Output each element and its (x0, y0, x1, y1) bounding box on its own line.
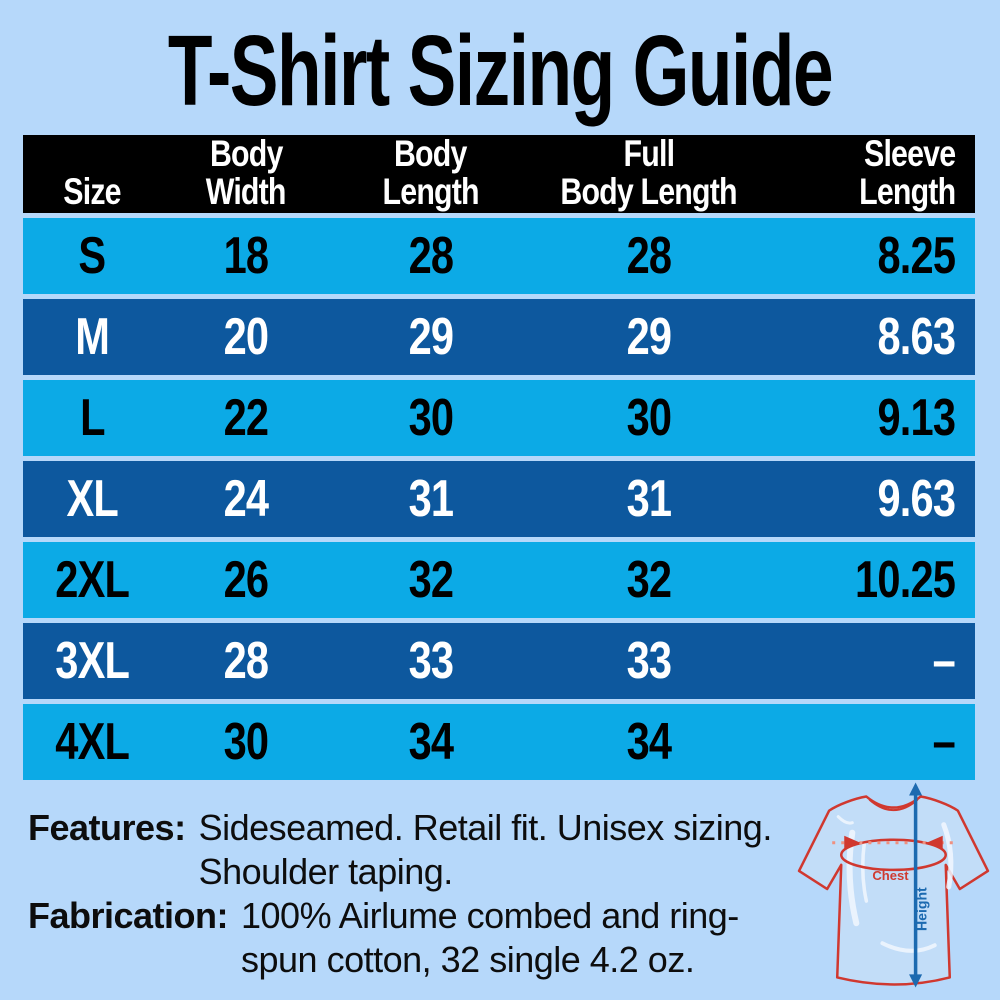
collar-rib-line (868, 798, 919, 812)
table-row-4xl: 4XL 30 34 34 – (23, 704, 975, 780)
cell-size: M (75, 308, 110, 366)
features-label: Features: (28, 807, 186, 848)
cell-body-length: 32 (408, 551, 453, 609)
cell-sleeve-length: – (932, 632, 956, 690)
cell-sleeve-length: 10.25 (854, 551, 956, 609)
cell-body-width: 20 (223, 308, 269, 366)
size-table: Size Body Width Body Length Full Body Le… (23, 135, 975, 780)
cell-body-length: 29 (408, 308, 453, 366)
chest-measure-icon (832, 835, 955, 872)
cell-full-body-length: 34 (626, 713, 672, 771)
height-arrow-icon (909, 782, 923, 988)
fabrication-line2: spun cotton, 32 single 4.2 oz. (241, 939, 695, 980)
cell-body-width: 22 (223, 389, 269, 447)
table-row-3xl: 3XL 28 33 33 – (23, 623, 975, 699)
header-cell-body-width: Body Width (206, 133, 287, 212)
cell-sleeve-length: 8.63 (877, 308, 956, 366)
cell-body-width: 18 (223, 227, 269, 285)
tshirt-measurement-diagram: Chest Height (797, 782, 990, 988)
cell-size: XL (66, 470, 118, 528)
cell-full-body-length: 33 (626, 632, 672, 690)
cell-size: 4XL (55, 713, 130, 771)
header-cell-sleeve-length: Sleeve Length (858, 133, 956, 212)
fabrication-label: Fabrication: (28, 895, 229, 936)
page-title-text: T-Shirt Sizing Guide (167, 15, 834, 127)
table-row-m: M 20 29 29 8.63 (23, 299, 975, 375)
tshirt-outline (797, 795, 990, 986)
cell-body-width: 24 (223, 470, 269, 528)
cell-body-width: 26 (223, 551, 269, 609)
fabrication-note: Fabrication: 100% Airlume combed and rin… (28, 894, 739, 982)
fabrication-line1: 100% Airlume combed and ring- (241, 895, 739, 936)
chest-label: Chest (872, 868, 909, 883)
page-title: T-Shirt Sizing Guide (0, 14, 1000, 129)
cell-sleeve-length: 9.13 (877, 389, 956, 447)
cell-body-width: 28 (223, 632, 269, 690)
features-line1: Sideseamed. Retail fit. Unisex sizing. (198, 807, 773, 848)
table-row-2xl: 2XL 26 32 32 10.25 (23, 542, 975, 618)
cell-full-body-length: 32 (626, 551, 672, 609)
header-cell-size: Size (63, 171, 121, 212)
cell-sleeve-length: – (932, 713, 956, 771)
header-cell-full-body-length: Full Body Length (560, 133, 738, 212)
cell-body-width: 30 (223, 713, 269, 771)
cell-body-length: 33 (408, 632, 453, 690)
cell-body-length: 30 (408, 389, 453, 447)
header-cell-body-length: Body Length (382, 133, 479, 212)
cell-sleeve-length: 8.25 (877, 227, 956, 285)
cell-sleeve-length: 9.63 (877, 470, 956, 528)
cell-body-length: 28 (408, 227, 453, 285)
table-row-l: L 22 30 30 9.13 (23, 380, 975, 456)
cell-size: S (78, 227, 107, 285)
features-line2: Shoulder taping. (198, 851, 454, 892)
table-header-row: Size Body Width Body Length Full Body Le… (23, 135, 975, 213)
cell-full-body-length: 30 (626, 389, 672, 447)
table-row-s: S 18 28 28 8.25 (23, 218, 975, 294)
cell-full-body-length: 28 (626, 227, 672, 285)
cell-full-body-length: 29 (626, 308, 672, 366)
cell-body-length: 31 (408, 470, 453, 528)
features-note: Features: Sideseamed. Retail fit. Unisex… (28, 806, 772, 894)
height-label: Height (914, 887, 930, 931)
cell-size: 2XL (55, 551, 130, 609)
table-row-xl: XL 24 31 31 9.63 (23, 461, 975, 537)
cell-size: L (79, 389, 105, 447)
table-body: S 18 28 28 8.25 M 20 29 29 8.63 L 22 30 … (23, 218, 975, 780)
cell-full-body-length: 31 (626, 470, 672, 528)
cell-body-length: 34 (408, 713, 453, 771)
cell-size: 3XL (55, 632, 130, 690)
